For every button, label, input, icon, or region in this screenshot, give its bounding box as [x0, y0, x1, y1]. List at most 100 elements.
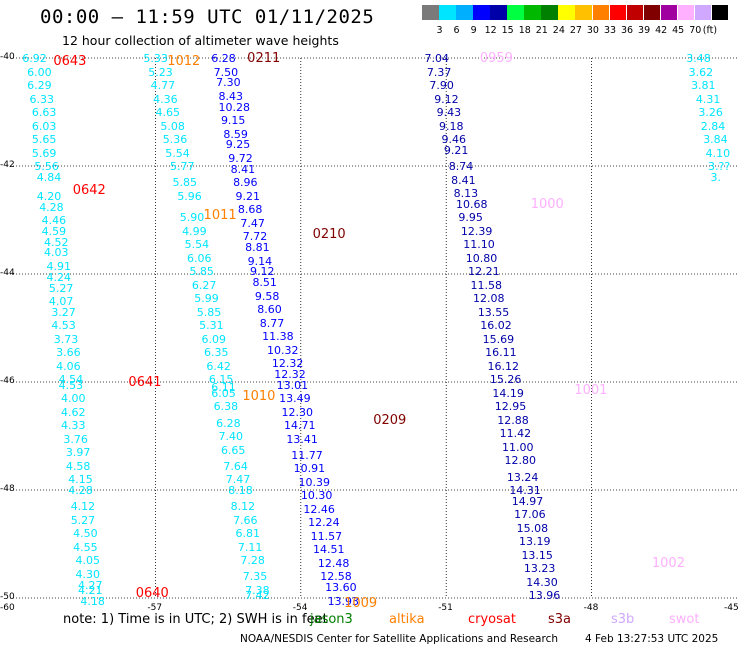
- satellite-name: altika: [389, 612, 425, 627]
- wave-height-value: 4.54: [58, 373, 84, 387]
- wave-height-value: 6.28: [211, 52, 236, 65]
- wave-height-value: 8.74: [448, 160, 474, 173]
- wave-height-value: 4.30: [75, 567, 101, 581]
- wave-height-value: 11.42: [499, 427, 532, 441]
- wave-height-value: 12.32: [274, 367, 306, 381]
- wave-height-value: 9.46: [441, 133, 466, 146]
- wave-height-value: 12.39: [460, 224, 493, 238]
- wave-height-value: 7.66: [233, 513, 258, 527]
- wave-height-value: 6.00: [27, 65, 52, 79]
- wave-height-value: 12.80: [504, 454, 536, 468]
- pass-time-label: 1011: [203, 207, 237, 223]
- wave-height-value: 3.62: [688, 65, 714, 79]
- wave-height-value: 13.41: [286, 432, 318, 446]
- legend-label: 39: [638, 25, 651, 36]
- wave-height-value: 5.36: [162, 133, 188, 146]
- wave-height-value: 8.51: [252, 276, 277, 290]
- wave-height-value: 10.68: [456, 197, 488, 211]
- wave-height-value: 3.73: [53, 332, 79, 346]
- legend-swatch: [592, 5, 610, 20]
- wave-height-value: 10.39: [298, 475, 330, 489]
- wave-height-value: 4.28: [68, 484, 93, 497]
- wave-height-value: 10.91: [293, 462, 326, 476]
- wave-height-value: 8.12: [230, 500, 256, 514]
- wave-height-value: 14.51: [313, 543, 345, 557]
- legend-swatch: [422, 5, 439, 20]
- wave-height-value: 4.15: [68, 473, 93, 487]
- wave-height-value: 5.85: [172, 176, 197, 190]
- wave-height-value: 9.95: [458, 211, 483, 225]
- wave-height-value: 3.27: [51, 305, 76, 319]
- wave-height-value: 15.26: [489, 373, 522, 387]
- wave-height-value: 12.32: [271, 357, 304, 371]
- wave-height-value: 6.29: [27, 79, 52, 92]
- wave-height-value: 10.80: [465, 251, 498, 265]
- wave-height-value: 7.28: [240, 554, 265, 568]
- wave-height-value: 9.21: [443, 143, 469, 157]
- legend-swatch: [439, 5, 456, 20]
- wave-height-value: 3.48: [686, 52, 711, 65]
- wave-height-value: 4.07: [48, 295, 74, 308]
- wave-height-value: 13.15: [521, 548, 553, 562]
- wave-height-value: 6.09: [201, 332, 227, 346]
- wave-height-value: 6.42: [206, 359, 231, 373]
- wave-height-value: 9.14: [247, 254, 273, 268]
- wave-height-value: 12.30: [281, 405, 314, 419]
- wave-height-value: 8.81: [245, 241, 270, 254]
- wave-height-value: 5.85: [196, 305, 222, 319]
- wave-height-value: 4.91: [46, 259, 71, 273]
- wave-height-value: 9.21: [235, 189, 260, 203]
- wave-height-value: 9.12: [250, 265, 275, 279]
- wave-height-value: 5.27: [48, 281, 74, 295]
- wave-height-value: 3.84: [703, 133, 728, 146]
- legend-swatch: [456, 5, 473, 20]
- pass-time-label: 0641: [128, 375, 162, 390]
- satellite-name: jason3: [310, 612, 353, 627]
- wave-height-value: 4.59: [41, 224, 67, 238]
- wave-height-value: 6.92: [22, 52, 47, 65]
- wave-height-value: 8.96: [233, 176, 258, 190]
- wave-height-value: 4.53: [51, 319, 76, 333]
- x-tick-label: -60: [0, 603, 15, 613]
- legend-label: 45: [672, 25, 685, 36]
- wave-height-value: 11.10: [463, 238, 495, 252]
- wave-height-value: 3.26: [698, 106, 723, 119]
- wave-height-value: 15.69: [482, 332, 515, 346]
- wave-height-value: 4.46: [41, 214, 67, 227]
- wave-height-value: 4.12: [70, 500, 96, 514]
- wave-height-value: 13.23: [523, 562, 556, 576]
- wave-height-value: 12.21: [468, 265, 500, 279]
- y-tick-label: -40: [0, 52, 15, 62]
- y-tick-label: -44: [0, 268, 15, 278]
- wave-height-value: 4.10: [705, 146, 731, 160]
- legend-swatch: [558, 5, 575, 20]
- wave-height-value: 5.77: [170, 160, 195, 173]
- satellite-name: swot: [669, 612, 700, 627]
- footnote: note: 1) Time is in UTC; 2) SWH is in fe…: [63, 612, 328, 627]
- wave-height-value: 7.11: [237, 540, 263, 554]
- wave-height-value: 13.24: [506, 470, 539, 484]
- wave-height-value: 13.49: [279, 392, 311, 406]
- legend-swatch: [711, 5, 729, 20]
- wave-height-value: 5.27: [70, 513, 96, 527]
- credit-line: NOAA/NESDIS Center for Satellite Applica…: [240, 633, 558, 645]
- wave-height-value: 4.03: [44, 246, 69, 260]
- wave-height-value: 9.15: [220, 114, 246, 128]
- wave-height-value: 11.57: [310, 529, 343, 543]
- wave-height-value: 12.24: [308, 516, 340, 530]
- wave-height-value: 5.54: [165, 146, 190, 160]
- wave-height-value: 4.53: [58, 378, 84, 392]
- wave-height-value: 13.60: [325, 581, 357, 595]
- wave-height-value: 3.66: [56, 346, 81, 360]
- wave-height-value: 5.54: [184, 238, 210, 252]
- wave-height-value: 9.43: [436, 106, 462, 119]
- pass-time-label: 0642: [72, 183, 106, 199]
- wave-height-value: 12.88: [497, 413, 529, 427]
- y-tick-label: -50: [0, 592, 15, 602]
- wave-height-value: 2.84: [700, 119, 726, 133]
- wave-height-value: 14.71: [283, 419, 316, 433]
- wave-height-value: 4.18: [80, 594, 105, 608]
- wave-height-value: 14.31: [509, 484, 541, 497]
- pass-time-label: 0640: [135, 585, 169, 601]
